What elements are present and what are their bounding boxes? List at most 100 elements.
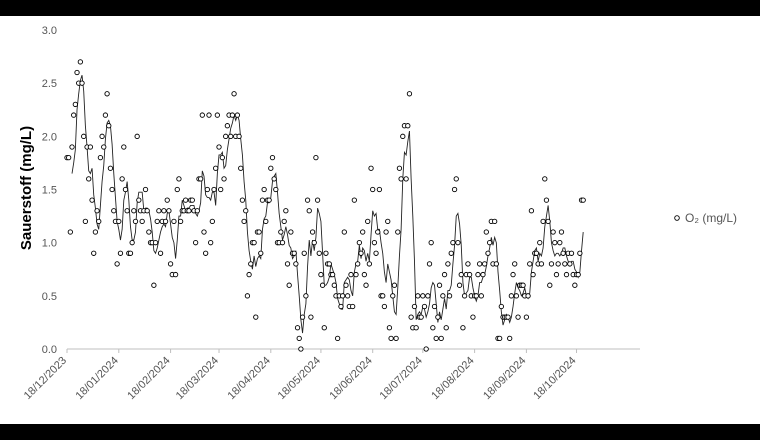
data-point	[458, 271, 464, 278]
data-point	[171, 218, 177, 225]
data-point	[318, 271, 324, 278]
data-point	[197, 176, 204, 182]
data-point	[445, 261, 451, 267]
data-point	[127, 250, 134, 256]
data-point	[203, 250, 209, 256]
data-point	[231, 91, 237, 97]
data-point	[243, 208, 249, 214]
data-point	[388, 335, 394, 342]
data-point	[228, 133, 234, 139]
data-point	[192, 240, 199, 246]
data-point	[483, 229, 489, 235]
data-point	[393, 335, 399, 342]
data-point	[156, 208, 162, 214]
data-point	[461, 293, 468, 299]
data-point	[146, 229, 152, 235]
data-point	[281, 218, 287, 225]
data-point	[572, 282, 578, 288]
data-point	[162, 218, 169, 225]
data-point	[331, 282, 337, 288]
data-point	[116, 218, 122, 225]
y-tick-label: 1.5	[42, 185, 57, 197]
data-point	[259, 197, 266, 203]
data-point	[480, 271, 486, 278]
data-point	[435, 314, 441, 320]
legend-marker	[674, 215, 680, 221]
data-point	[542, 176, 548, 182]
data-point	[109, 186, 115, 193]
data-point	[89, 197, 95, 203]
data-point	[239, 197, 246, 203]
data-point	[206, 112, 212, 118]
data-point	[117, 250, 124, 256]
data-point	[172, 271, 179, 278]
data-point	[208, 240, 214, 246]
data-point	[498, 303, 504, 310]
data-point	[186, 208, 192, 214]
data-point	[365, 218, 371, 225]
data-point	[460, 325, 466, 331]
data-point	[211, 186, 217, 193]
data-point	[67, 229, 73, 235]
data-point	[344, 293, 351, 299]
data-point	[486, 240, 493, 246]
data-point	[329, 271, 336, 278]
data-point	[199, 112, 205, 118]
data-point	[553, 271, 560, 278]
data-point	[341, 229, 347, 235]
data-point	[400, 133, 406, 139]
data-point	[306, 208, 312, 214]
data-point	[391, 282, 398, 288]
data-point	[248, 261, 254, 267]
data-point	[213, 165, 219, 171]
data-point	[107, 165, 114, 171]
data-point	[91, 250, 97, 256]
data-point	[69, 144, 75, 150]
data-point	[446, 293, 453, 299]
data-point	[253, 314, 259, 320]
data-point	[92, 229, 99, 235]
data-point	[355, 261, 361, 267]
data-point	[558, 229, 565, 235]
data-point	[301, 250, 307, 256]
data-point	[528, 208, 535, 214]
data-point	[244, 293, 251, 299]
data-point	[106, 123, 112, 129]
data-point	[418, 314, 424, 320]
data-point	[177, 218, 184, 225]
data-point	[182, 197, 189, 203]
data-point	[294, 325, 301, 331]
data-point	[508, 293, 515, 299]
data-point	[343, 282, 349, 288]
data-point	[284, 261, 291, 267]
data-point	[406, 91, 413, 97]
data-point	[466, 271, 473, 278]
data-point	[97, 154, 104, 161]
data-point	[339, 293, 346, 299]
data-point	[164, 197, 170, 203]
data-point	[373, 250, 379, 256]
data-point	[134, 133, 140, 139]
y-axis-label: Sauerstoff (mg/L)	[18, 126, 35, 250]
y-axis-ticks: 0.0 0.5 1.0 1.5 2.0 2.5 3.0	[42, 25, 57, 356]
data-point	[415, 293, 421, 299]
x-tick-label: 18/12/2023	[22, 355, 69, 402]
data-point	[214, 112, 221, 118]
data-point	[550, 229, 556, 235]
data-point	[311, 240, 317, 246]
x-tick-label: 18/08/2024	[429, 355, 476, 402]
x-tick-label: 18/04/2024	[226, 355, 273, 402]
data-point	[142, 186, 149, 193]
data-point	[361, 271, 368, 278]
data-point	[316, 250, 322, 256]
data-point	[408, 314, 414, 320]
data-point	[71, 112, 77, 118]
data-point	[314, 197, 321, 203]
data-point	[453, 176, 459, 182]
data-point	[319, 282, 326, 288]
data-point	[507, 335, 513, 342]
data-point	[246, 271, 252, 278]
data-point	[269, 154, 276, 161]
data-point	[124, 208, 130, 214]
data-point	[366, 261, 373, 267]
